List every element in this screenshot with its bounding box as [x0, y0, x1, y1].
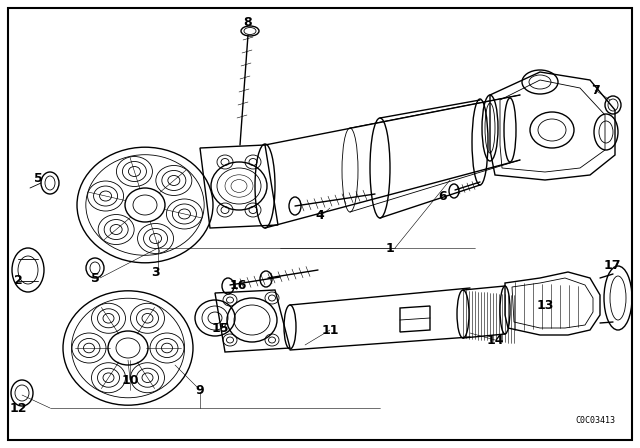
Text: 7: 7 — [591, 83, 600, 96]
Text: 2: 2 — [13, 273, 22, 287]
Text: 5: 5 — [91, 271, 99, 284]
Text: 1: 1 — [386, 241, 394, 254]
Ellipse shape — [604, 266, 632, 330]
Text: 15: 15 — [211, 322, 228, 335]
Text: 9: 9 — [196, 383, 204, 396]
Text: 5: 5 — [34, 172, 42, 185]
Text: 13: 13 — [536, 298, 554, 311]
Text: 16: 16 — [229, 279, 246, 292]
Text: 12: 12 — [9, 401, 27, 414]
Text: 4: 4 — [316, 208, 324, 221]
Text: 8: 8 — [244, 16, 252, 29]
Text: 3: 3 — [150, 266, 159, 279]
Text: C0C03413: C0C03413 — [575, 415, 615, 425]
Text: 14: 14 — [486, 333, 504, 346]
Text: 6: 6 — [438, 190, 447, 202]
Text: 10: 10 — [121, 374, 139, 387]
Text: 17: 17 — [604, 258, 621, 271]
Ellipse shape — [241, 26, 259, 36]
Text: 11: 11 — [321, 323, 339, 336]
